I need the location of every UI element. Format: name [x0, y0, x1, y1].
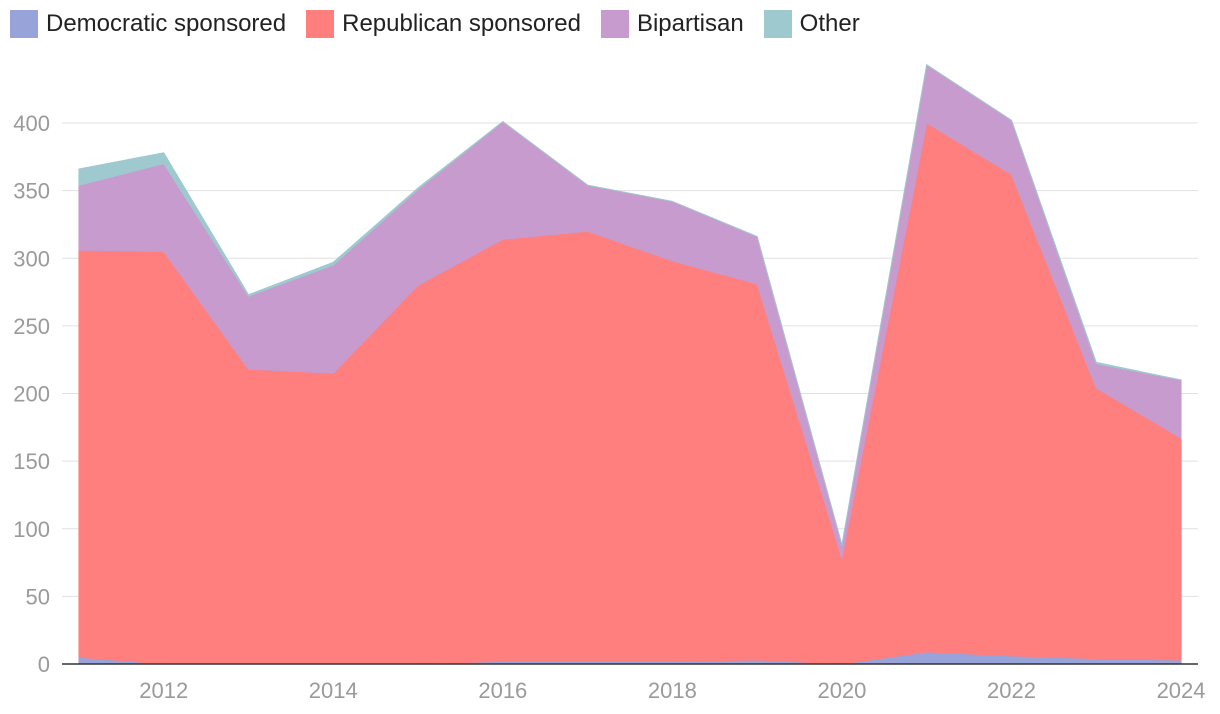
y-tick-label: 350 — [13, 179, 50, 204]
x-tick-label: 2014 — [309, 678, 358, 703]
x-tick-label: 2020 — [817, 678, 866, 703]
y-tick-label: 150 — [13, 449, 50, 474]
legend-label-other: Other — [799, 10, 860, 37]
y-tick-label: 400 — [13, 111, 50, 136]
legend-label-bipartisan: Bipartisan — [636, 10, 744, 37]
legend-item-bipartisan[interactable]: Bipartisan — [600, 10, 744, 38]
legend-swatch-other — [763, 10, 792, 38]
legend-swatch-republican — [306, 10, 335, 38]
legend-swatch-democratic — [10, 10, 38, 38]
x-tick-label: 2018 — [648, 678, 697, 703]
area-series-other[interactable] — [78, 64, 1182, 546]
x-tick-label: 2024 — [1157, 678, 1206, 703]
x-tick-label: 2016 — [478, 678, 527, 703]
y-tick-label: 200 — [13, 382, 50, 407]
y-tick-label: 50 — [26, 584, 50, 609]
legend-item-other[interactable]: Other — [763, 10, 860, 38]
y-tick-label: 300 — [13, 246, 50, 271]
y-tick-label: 250 — [13, 314, 50, 339]
x-tick-label: 2022 — [987, 678, 1036, 703]
legend-swatch-bipartisan — [600, 10, 629, 38]
y-tick-label: 100 — [13, 517, 50, 542]
legend-item-democratic[interactable]: Democratic sponsored — [10, 10, 286, 38]
legend-label-democratic: Democratic sponsored — [46, 10, 287, 37]
legend-item-republican[interactable]: Republican sponsored — [306, 10, 581, 38]
y-tick-label: 0 — [38, 652, 50, 677]
x-tick-label: 2012 — [139, 678, 188, 703]
legend: Democratic sponsored Republican sponsore… — [10, 10, 860, 38]
legend-label-republican: Republican sponsored — [342, 10, 581, 37]
